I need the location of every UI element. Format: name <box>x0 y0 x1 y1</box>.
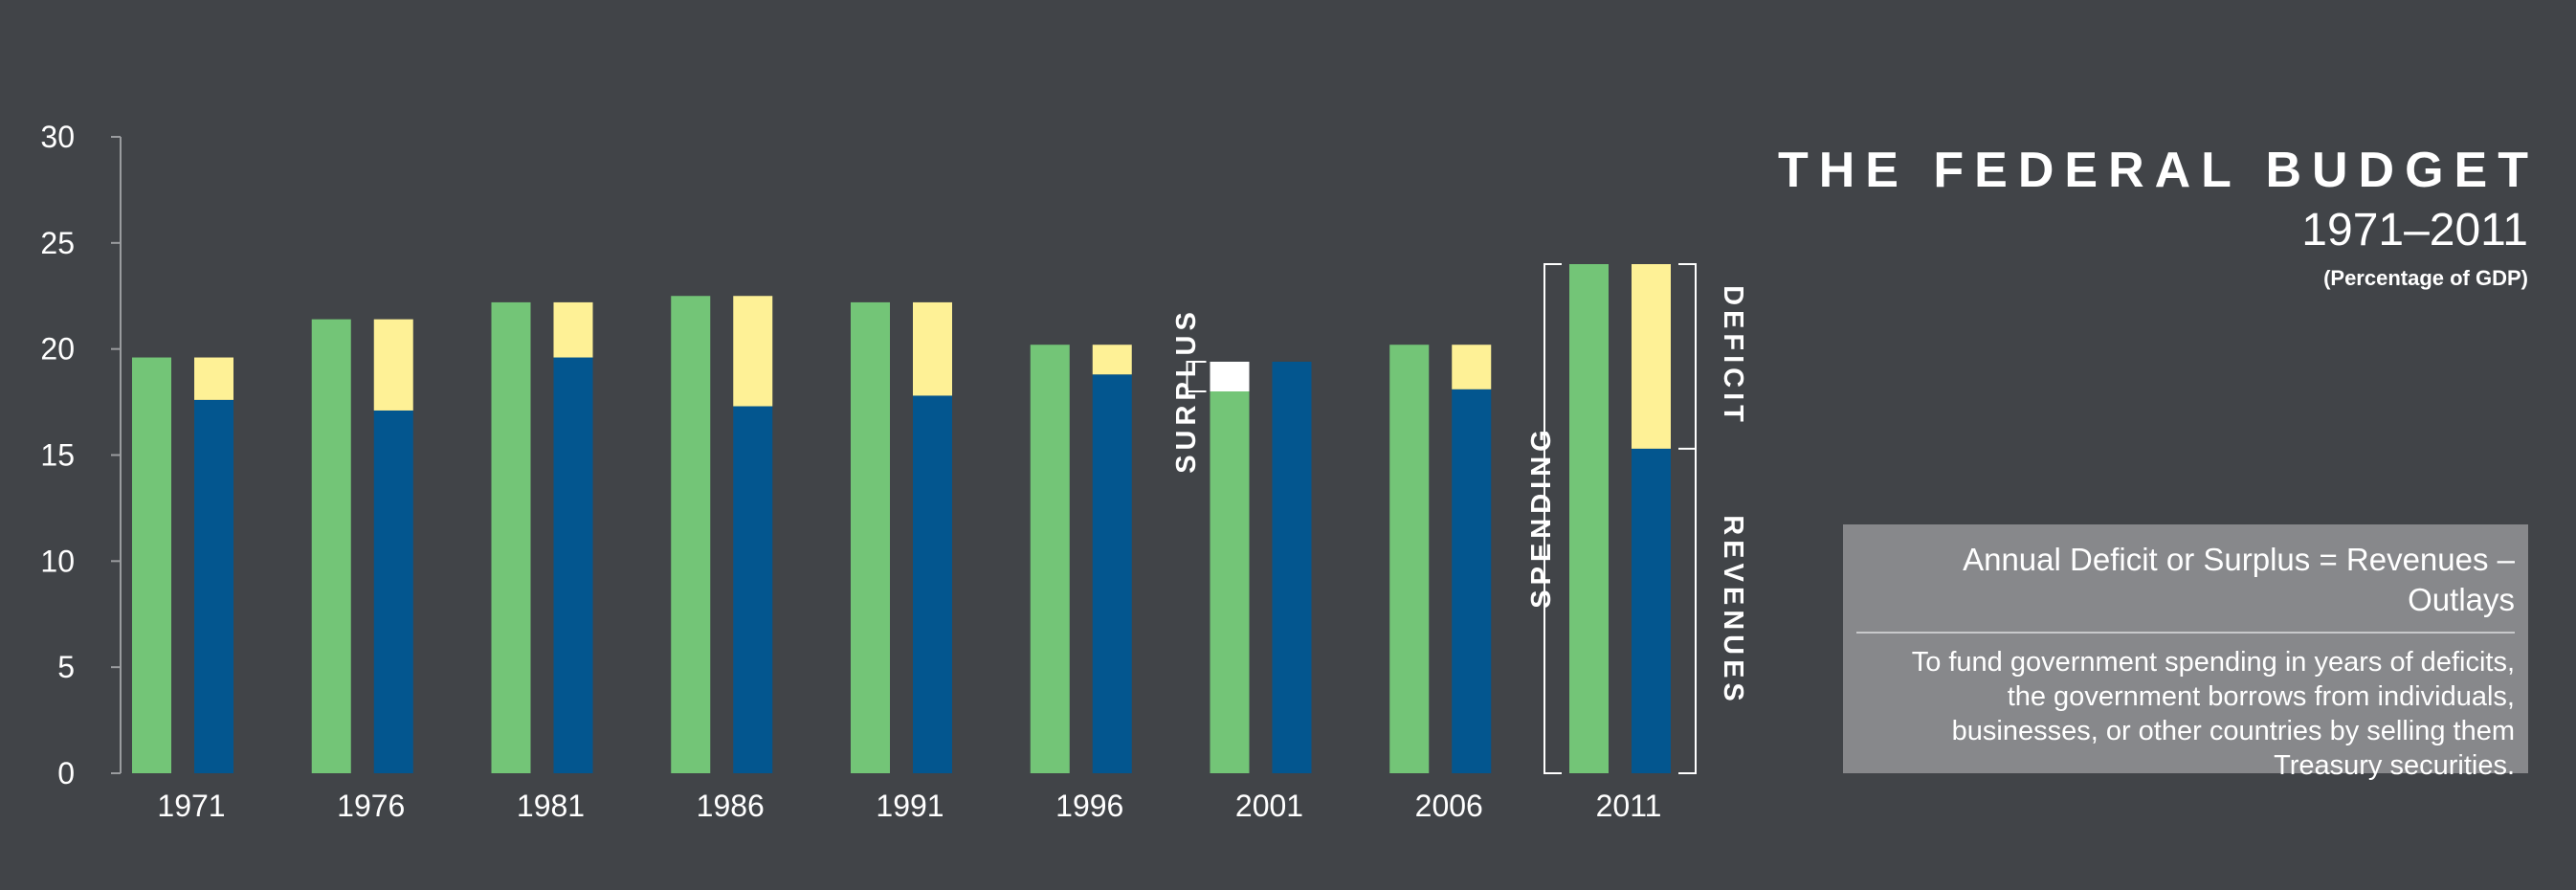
spending-bar <box>1030 345 1070 773</box>
revenue-bar <box>194 399 233 773</box>
spending-bar <box>1210 391 1250 773</box>
chart-subtitle: 1971–2011 <box>2301 205 2528 256</box>
y-tick-label: 25 <box>40 226 75 260</box>
spending-label: SPENDING <box>1526 425 1557 608</box>
x-tick-label: 1971 <box>157 789 225 823</box>
spending-bar <box>1389 345 1430 773</box>
unit-note: (Percentage of GDP) <box>2323 266 2528 290</box>
spending-bar <box>1569 264 1609 773</box>
revenue-bar <box>1452 389 1492 773</box>
info-line: businesses, or other countries by sellin… <box>1951 716 2515 746</box>
surplus-label: SURPLUS <box>1171 307 1202 474</box>
deficit-label: DEFICIT <box>1718 285 1748 427</box>
y-tick-label: 0 <box>57 756 75 790</box>
revenue-bar <box>553 357 593 773</box>
deficit-bracket <box>1678 263 1697 450</box>
info-line: the government borrows from individuals, <box>2007 681 2515 712</box>
spending-bar <box>311 319 351 773</box>
x-tick-label: 2001 <box>1235 789 1303 823</box>
y-tick-label: 10 <box>40 544 75 578</box>
revenue-bar <box>913 395 952 773</box>
y-tick-label: 15 <box>40 438 75 473</box>
surplus-segment <box>1210 361 1250 391</box>
revenue-bar <box>1272 361 1312 773</box>
y-tick-label: 30 <box>40 120 75 154</box>
x-tick-label: 2006 <box>1415 789 1483 823</box>
info-line: Treasury securities. <box>2274 750 2515 781</box>
revenues-bracket <box>1678 448 1697 774</box>
x-tick-label: 1996 <box>1055 789 1123 823</box>
spending-bar <box>132 357 171 773</box>
deficit-segment <box>194 357 233 400</box>
x-tick-label: 1981 <box>517 789 585 823</box>
revenue-bar <box>1092 374 1132 773</box>
x-tick-label: 1986 <box>697 789 765 823</box>
info-line: To fund government spending in years of … <box>1911 647 2515 678</box>
budget-chart: 0 5 10 15 20 25 30 1971 1976 1981 1986 1991 1996 2001… <box>40 120 1748 823</box>
title-block: THE FEDERAL BUDGET 1971–2011 (Percentage… <box>1778 142 2528 293</box>
spending-bar <box>671 296 711 773</box>
info-box: Annual Deficit or Surplus = Revenues – O… <box>1843 524 2528 781</box>
revenue-bar <box>1632 448 1671 773</box>
deficit-segment <box>373 319 413 411</box>
x-tick-label: 2011 <box>1596 789 1662 823</box>
spending-bar <box>491 301 531 773</box>
spending-bracket <box>1543 263 1562 774</box>
deficit-segment <box>553 301 593 358</box>
spending-bar <box>851 301 890 773</box>
revenue-bar <box>373 410 413 773</box>
deficit-segment <box>733 296 773 407</box>
revenues-label: REVENUES <box>1718 515 1748 706</box>
y-tick-label: 20 <box>40 332 75 367</box>
y-tick-label: 5 <box>57 650 75 684</box>
x-tick-label: 1976 <box>337 789 405 823</box>
info-text: To fund government spending in years of … <box>1856 645 2515 783</box>
revenue-bar <box>733 406 773 773</box>
surplus-bracket <box>1186 360 1207 392</box>
chart-title: THE FEDERAL BUDGET <box>1777 143 2539 198</box>
deficit-segment <box>1452 345 1492 389</box>
x-tick-label: 1991 <box>876 789 944 823</box>
deficit-segment <box>913 301 952 396</box>
deficit-segment <box>1092 345 1132 375</box>
deficit-segment <box>1632 264 1671 449</box>
info-heading: Annual Deficit or Surplus = Revenues – O… <box>1856 540 2515 634</box>
